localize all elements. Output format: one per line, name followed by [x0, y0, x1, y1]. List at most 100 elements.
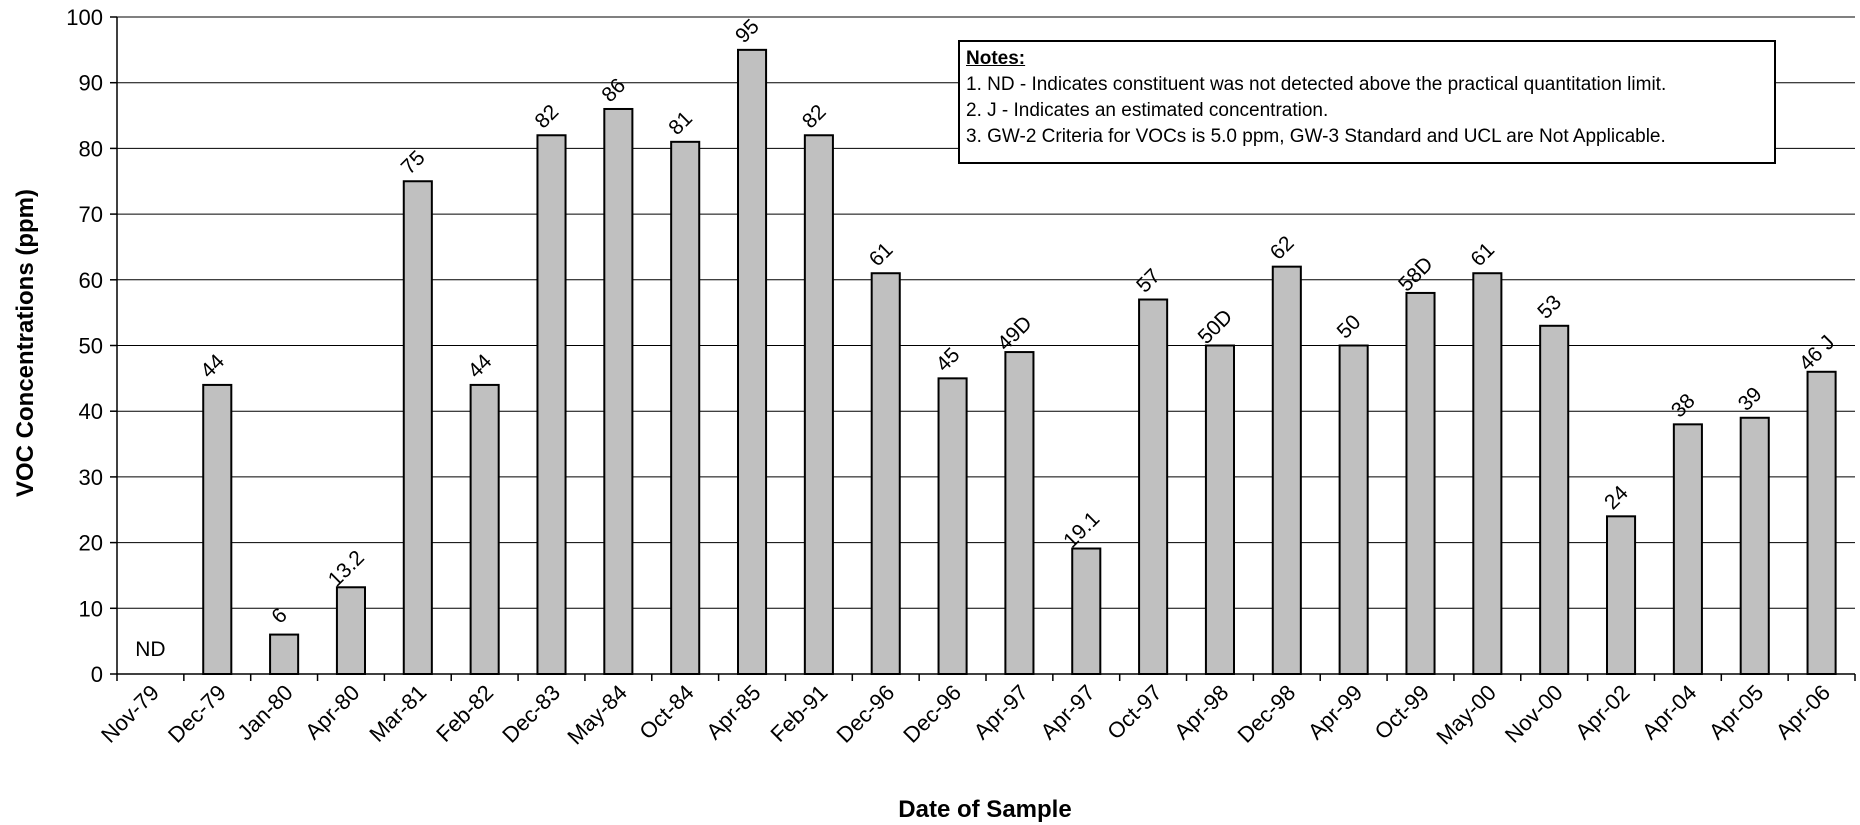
bar-11 [870, 272, 901, 675]
x-tick-label-0: Nov-79 [96, 680, 164, 748]
data-label-16: 50D [1194, 305, 1238, 349]
y-tick-label-80: 80 [79, 136, 103, 161]
data-label-2: 6 [267, 604, 292, 629]
data-label-21: 53 [1533, 291, 1566, 324]
bar-3 [335, 586, 366, 675]
x-tick-label-17: Dec-98 [1233, 680, 1301, 748]
x-tick-label-14: Apr-97 [1035, 680, 1099, 744]
bar-14 [1071, 547, 1102, 675]
x-tick-label-25: Apr-06 [1771, 680, 1835, 744]
data-label-4: 75 [397, 146, 430, 179]
bar-1 [202, 383, 233, 675]
x-tick-label-12: Dec-96 [898, 680, 966, 748]
x-tick-label-19: Oct-99 [1370, 680, 1434, 744]
x-tick-label-20: May-00 [1431, 680, 1501, 750]
bar-12 [937, 377, 968, 675]
bar-22 [1606, 515, 1637, 675]
y-tick-labels: 0 10 20 30 40 50 60 70 80 90 100 [66, 5, 103, 687]
y-tick-label-60: 60 [79, 268, 103, 293]
data-label-24: 39 [1734, 383, 1767, 416]
y-tick-label-0: 0 [91, 662, 103, 687]
x-tick-label-15: Oct-97 [1102, 680, 1166, 744]
bar-23 [1672, 423, 1703, 675]
bar-5 [469, 383, 500, 675]
data-label-1: 44 [196, 350, 229, 383]
bar-4 [402, 180, 433, 675]
bars [202, 48, 1837, 676]
bar-13 [1004, 351, 1035, 675]
x-tick-label-18: Apr-99 [1303, 680, 1367, 744]
bar-8 [670, 140, 701, 675]
bar-24 [1739, 416, 1770, 675]
bar-25 [1806, 370, 1837, 675]
x-tick-label-3: Apr-80 [300, 680, 364, 744]
x-axis-title: Date of Sample [898, 796, 1071, 823]
y-tick-label-100: 100 [66, 5, 103, 30]
bar-6 [536, 134, 567, 675]
bar-20 [1472, 272, 1503, 675]
data-label-15: 57 [1132, 265, 1165, 298]
data-label-20: 61 [1466, 238, 1499, 271]
x-tick-labels: Nov-79 Dec-79 Jan-80 Apr-80 Mar-81 Feb-82 Dec-… [96, 680, 1835, 750]
bar-17 [1271, 265, 1302, 675]
notes-title: Notes: [966, 48, 1026, 69]
data-label-6: 82 [531, 100, 564, 133]
data-label-7: 86 [597, 74, 630, 107]
bar-9 [737, 48, 768, 676]
data-label-9: 95 [731, 15, 764, 48]
x-tick-label-11: Dec-96 [831, 680, 899, 748]
bar-19 [1405, 291, 1436, 675]
bar-16 [1204, 344, 1235, 675]
data-label-0: ND [135, 638, 165, 661]
y-tick-label-70: 70 [79, 202, 103, 227]
data-label-18: 50 [1333, 311, 1366, 344]
x-tick-label-8: Oct-84 [634, 680, 698, 744]
bar-2 [269, 633, 300, 676]
x-tick-label-13: Apr-97 [969, 680, 1033, 744]
x-tick-label-10: Feb-91 [765, 680, 832, 747]
bar-7 [603, 107, 634, 676]
y-tick-label-90: 90 [79, 71, 103, 96]
data-label-3: 13.2 [324, 546, 369, 591]
axes [110, 16, 1856, 681]
x-tick-label-5: Feb-82 [431, 680, 498, 747]
y-tick-label-10: 10 [79, 596, 103, 621]
x-tick-label-22: Apr-02 [1570, 680, 1634, 744]
y-tick-label-30: 30 [79, 465, 103, 490]
note-line-1: 1. ND - Indicates constituent was not de… [966, 74, 1667, 95]
x-tick-label-23: Apr-04 [1637, 680, 1701, 744]
x-tick-label-7: May-84 [562, 680, 632, 750]
x-tick-label-2: Jan-80 [232, 680, 297, 745]
data-label-13: 49D [993, 312, 1037, 356]
note-line-2: 2. J - Indicates an estimated concentrat… [966, 100, 1329, 121]
y-tick-label-40: 40 [79, 399, 103, 424]
notes-box: Notes: 1. ND - Indicates constituent was… [958, 40, 1776, 164]
y-tick-label-20: 20 [79, 531, 103, 556]
data-label-11: 61 [865, 238, 898, 271]
data-label-14: 19.1 [1059, 507, 1104, 552]
x-tick-label-4: Mar-81 [364, 680, 431, 747]
x-tick-label-9: Apr-85 [701, 680, 765, 744]
x-tick-label-16: Apr-98 [1169, 680, 1233, 744]
bar-10 [803, 134, 834, 675]
note-line-3: 3. GW-2 Criteria for VOCs is 5.0 ppm, GW… [966, 126, 1666, 147]
x-tick-label-24: Apr-05 [1704, 680, 1768, 744]
y-axis-title: VOC Concentrations (ppm) [12, 189, 39, 497]
bar-21 [1539, 324, 1570, 675]
data-label-25: 46 J [1795, 331, 1839, 375]
data-label-19: 58D [1394, 253, 1438, 297]
data-label-23: 38 [1667, 389, 1700, 422]
data-label-17: 62 [1266, 232, 1299, 265]
data-label-22: 24 [1600, 481, 1633, 514]
x-tick-label-6: Dec-83 [497, 680, 565, 748]
x-tick-label-1: Dec-79 [163, 680, 231, 748]
bar-18 [1338, 344, 1369, 675]
x-tick-label-21: Nov-00 [1500, 680, 1568, 748]
data-label-12: 45 [932, 343, 965, 376]
bar-15 [1138, 298, 1169, 675]
data-label-10: 82 [798, 100, 831, 133]
data-label-5: 44 [464, 350, 497, 383]
y-tick-label-50: 50 [79, 334, 103, 359]
data-label-8: 81 [664, 107, 697, 140]
